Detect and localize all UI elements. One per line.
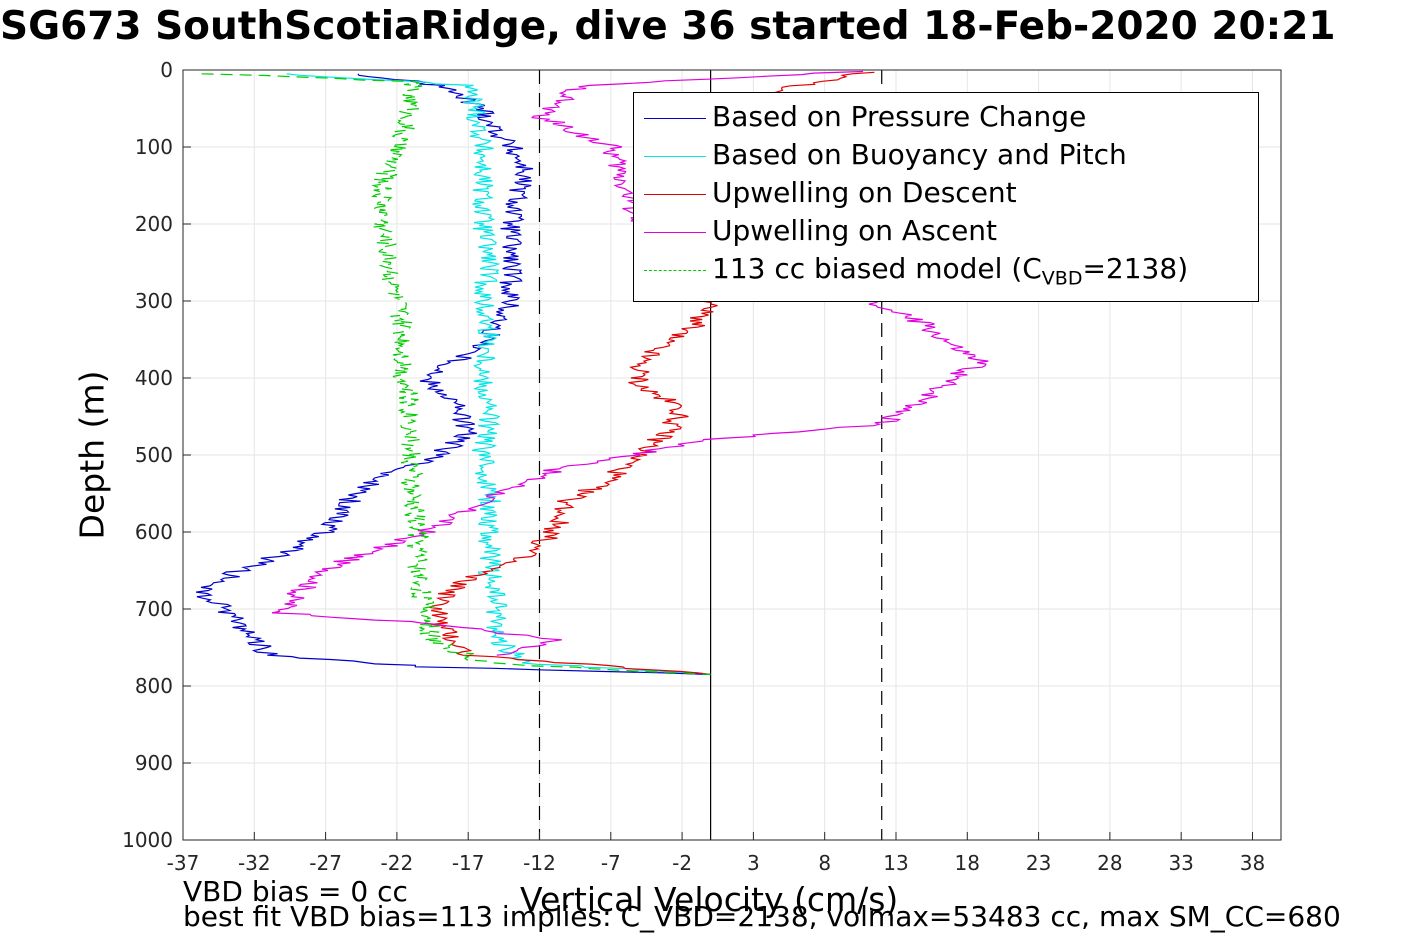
- x-tick-label: -37: [167, 851, 200, 875]
- x-tick-label: 23: [1026, 851, 1051, 875]
- legend-swatch-descent: [644, 194, 706, 195]
- y-axis-label: Depth (m): [72, 370, 112, 540]
- legend-label-ascent: Upwelling on Ascent: [712, 214, 998, 247]
- x-tick-label: 38: [1240, 851, 1265, 875]
- legend-label-buoyancy: Based on Buoyancy and Pitch: [712, 138, 1127, 171]
- y-tick-label: 800: [135, 674, 173, 698]
- y-tick-label: 0: [160, 58, 173, 82]
- legend-swatch-ascent: [644, 232, 706, 233]
- legend-swatch-buoyancy: [644, 156, 706, 157]
- y-tick-label: 100: [135, 135, 173, 159]
- series-line-model: [201, 73, 711, 676]
- x-tick-label: -32: [238, 851, 271, 875]
- x-tick-label: -27: [309, 851, 342, 875]
- x-tick-label: -22: [381, 851, 414, 875]
- y-tick-label: 900: [135, 751, 173, 775]
- legend-item-ascent: Upwelling on Ascent: [634, 211, 1258, 249]
- x-tick-label: 8: [818, 851, 831, 875]
- y-tick-label: 400: [135, 366, 173, 390]
- series-line-pressure: [196, 73, 711, 676]
- x-tick-label: -7: [601, 851, 621, 875]
- y-tick-label: 700: [135, 597, 173, 621]
- legend: Based on Pressure Change Based on Buoyan…: [633, 92, 1259, 302]
- x-tick-label: -12: [523, 851, 556, 875]
- best-fit-note: best fit VBD bias=113 implies: C_VBD=213…: [183, 900, 1341, 933]
- x-tick-label: 3: [747, 851, 760, 875]
- x-tick-label: -17: [452, 851, 485, 875]
- y-tick-label: 1000: [122, 828, 173, 852]
- x-axis-label: Vertical Velocity (cm/s): [520, 880, 899, 919]
- legend-label-model: 113 cc biased model (CVBD=2138): [712, 252, 1188, 290]
- legend-item-buoyancy: Based on Buoyancy and Pitch: [634, 135, 1258, 173]
- y-tick-label: 500: [135, 443, 173, 467]
- legend-label-model-pre: 113 cc biased model (C: [712, 252, 1042, 285]
- x-tick-label: -2: [672, 851, 692, 875]
- series-line-ascent: [271, 70, 989, 656]
- legend-label-descent: Upwelling on Descent: [712, 176, 1017, 209]
- axis-ticks: -37 -32 -27 -22 -17 -12 -7 -2 3 8 13 18 23 28 33 380100…: [122, 58, 1265, 875]
- legend-item-model: 113 cc biased model (CVBD=2138): [634, 249, 1258, 290]
- chart-title: SG673 SouthScotiaRidge, dive 36 started …: [0, 4, 1336, 49]
- legend-item-pressure: Based on Pressure Change: [634, 97, 1258, 135]
- series-line-buoyancy: [286, 73, 711, 676]
- x-tick-label: 28: [1097, 851, 1122, 875]
- legend-item-descent: Upwelling on Descent: [634, 173, 1258, 211]
- y-tick-label: 200: [135, 212, 173, 236]
- legend-swatch-pressure: [644, 118, 706, 119]
- x-tick-label: 18: [955, 851, 980, 875]
- legend-label-model-post: =2138): [1082, 252, 1189, 285]
- legend-label-pressure: Based on Pressure Change: [712, 100, 1087, 133]
- legend-swatch-model: [644, 270, 706, 271]
- x-tick-label: 13: [883, 851, 908, 875]
- vbd-bias-note: VBD bias = 0 cc: [183, 875, 408, 908]
- y-tick-label: 300: [135, 289, 173, 313]
- y-tick-label: 600: [135, 520, 173, 544]
- x-tick-label: 33: [1168, 851, 1193, 875]
- legend-label-model-sub: VBD: [1041, 267, 1083, 290]
